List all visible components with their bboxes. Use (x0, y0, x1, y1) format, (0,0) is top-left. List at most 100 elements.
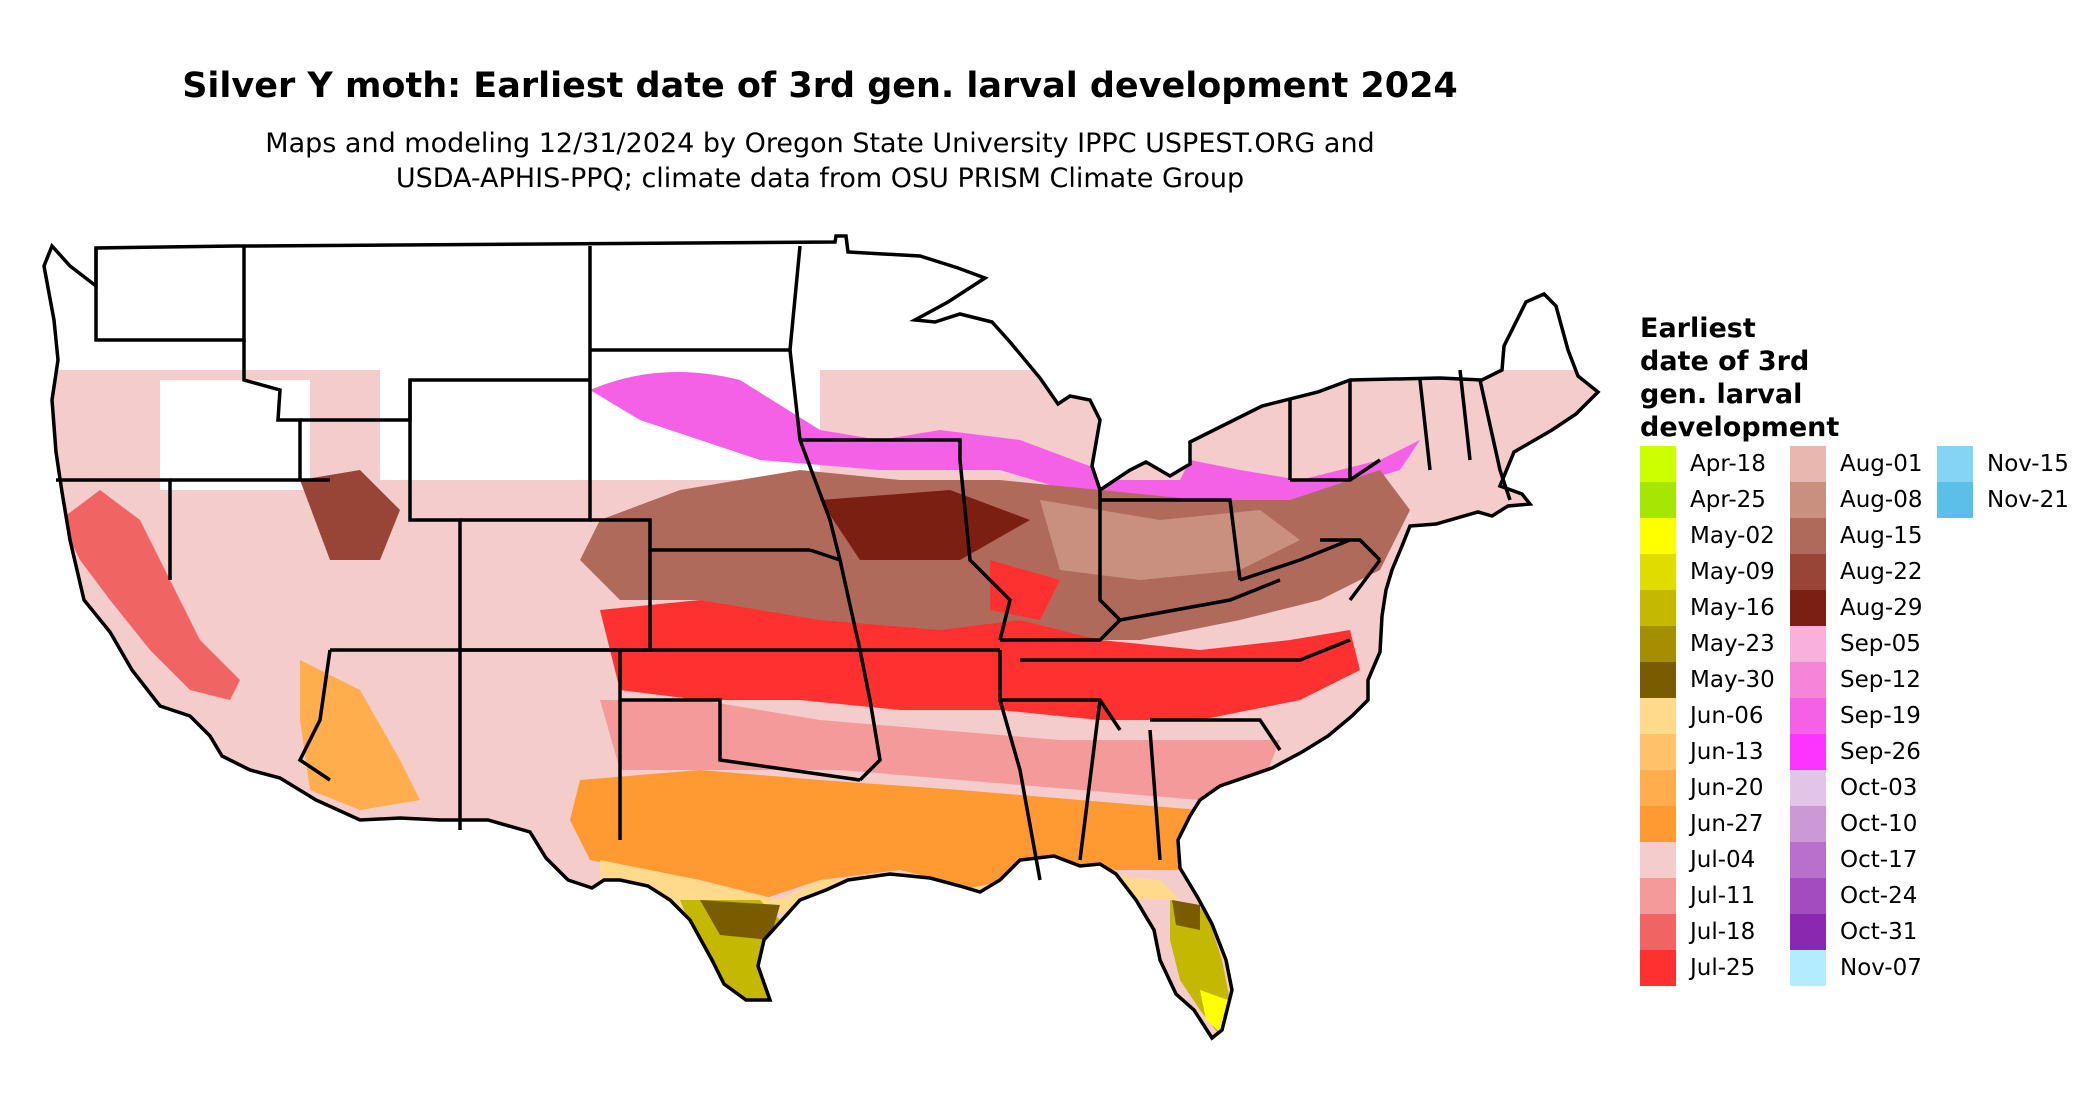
legend-label: Aug-01 (1840, 451, 1923, 477)
legend-item: Oct-10 (1790, 806, 1917, 842)
legend-swatch (1790, 770, 1826, 806)
legend-swatch (1640, 914, 1676, 950)
legend-label: Sep-12 (1840, 667, 1921, 693)
legend-item: Aug-15 (1790, 518, 1922, 554)
legend-title-line: Earliest (1640, 313, 1756, 344)
legend-item: Nov-07 (1790, 950, 1922, 986)
legend-label: May-09 (1690, 559, 1775, 585)
legend-label: May-23 (1690, 631, 1775, 657)
us-degree-day-map (42, 234, 1600, 1040)
legend-label: Oct-24 (1840, 883, 1918, 909)
legend-item: Sep-12 (1790, 662, 1921, 698)
legend-item: Oct-24 (1790, 878, 1917, 914)
legend-item: Jun-20 (1640, 770, 1764, 806)
legend-swatch (1937, 482, 1973, 518)
legend-swatch (1640, 626, 1676, 662)
legend-label: Jul-25 (1690, 955, 1756, 981)
legend-swatch (1640, 662, 1676, 698)
legend-item: May-09 (1640, 554, 1775, 590)
legend-label: Oct-10 (1840, 811, 1918, 837)
legend-swatch (1790, 914, 1826, 950)
legend-swatch (1790, 590, 1826, 626)
legend-item: Apr-18 (1640, 446, 1766, 482)
legend-item: Jul-04 (1640, 842, 1755, 878)
legend-title-line: development (1640, 412, 1840, 443)
legend-item: Oct-03 (1790, 770, 1917, 806)
legend-item: Apr-25 (1640, 482, 1766, 518)
legend-item: May-02 (1640, 518, 1775, 554)
map-title: Silver Y moth: Earliest date of 3rd gen.… (182, 66, 1458, 106)
legend-swatch (1640, 842, 1676, 878)
map-subtitle-line-2: USDA-APHIS-PPQ; climate data from OSU PR… (395, 163, 1245, 194)
legend-label: Jul-18 (1690, 919, 1756, 945)
legend-label: Apr-25 (1690, 487, 1766, 513)
legend-label: Jun-13 (1690, 739, 1764, 765)
legend-item: May-30 (1640, 662, 1775, 698)
legend-item: Sep-19 (1790, 698, 1921, 734)
legend-swatch (1640, 770, 1676, 806)
legend-label: Jun-27 (1690, 811, 1764, 837)
legend-item: Nov-21 (1937, 482, 2069, 518)
legend-label: Aug-15 (1840, 523, 1923, 549)
legend-label: Jun-06 (1690, 703, 1764, 729)
legend-title-line: gen. larval (1640, 379, 1803, 410)
legend-item: Jun-06 (1640, 698, 1764, 734)
legend-swatch (1640, 878, 1676, 914)
legend-label: Apr-18 (1690, 451, 1766, 477)
legend-item: Jun-27 (1640, 806, 1764, 842)
legend-swatch (1790, 446, 1826, 482)
legend-label: Nov-15 (1987, 451, 2069, 477)
legend-swatch (1640, 698, 1676, 734)
legend-item: Jul-18 (1640, 914, 1755, 950)
legend-item: Jul-11 (1640, 878, 1755, 914)
legend-item: Aug-08 (1790, 482, 1922, 518)
legend-item: May-16 (1640, 590, 1775, 626)
legend-label: Jun-20 (1690, 775, 1764, 801)
legend-label: Nov-07 (1840, 955, 1922, 981)
legend-title-line: date of 3rd (1640, 346, 1810, 377)
legend-swatch (1640, 518, 1676, 554)
legend-label: Aug-08 (1840, 487, 1923, 513)
legend-label: Sep-19 (1840, 703, 1921, 729)
legend-item: Aug-29 (1790, 590, 1922, 626)
map-raster (44, 236, 1598, 1038)
legend-item: Oct-17 (1790, 842, 1917, 878)
legend-label: Sep-05 (1840, 631, 1921, 657)
legend-swatch (1640, 950, 1676, 986)
legend-label: Sep-26 (1840, 739, 1921, 765)
legend-swatch (1790, 662, 1826, 698)
legend-swatch (1640, 806, 1676, 842)
legend-swatch (1640, 482, 1676, 518)
legend-item: Nov-15 (1937, 446, 2069, 482)
legend-item: Oct-31 (1790, 914, 1917, 950)
legend-label: Nov-21 (1987, 487, 2069, 513)
legend-label: Jul-11 (1690, 883, 1756, 909)
legend-swatch (1640, 446, 1676, 482)
legend-label: Oct-17 (1840, 847, 1918, 873)
map-subtitle-line-1: Maps and modeling 12/31/2024 by Oregon S… (265, 128, 1375, 159)
legend-label: May-02 (1690, 523, 1775, 549)
legend-item: Aug-22 (1790, 554, 1922, 590)
legend-label: May-30 (1690, 667, 1775, 693)
legend-swatch (1790, 950, 1826, 986)
legend-label: Aug-29 (1840, 595, 1923, 621)
legend-item: Jun-13 (1640, 734, 1764, 770)
legend-swatch (1790, 734, 1826, 770)
legend-swatch (1640, 734, 1676, 770)
state-boundaries (42, 234, 1600, 1040)
legend-item: Jul-25 (1640, 950, 1755, 986)
legend-item: Sep-05 (1790, 626, 1921, 662)
legend-item: May-23 (1640, 626, 1775, 662)
legend-swatch (1790, 842, 1826, 878)
legend-swatch (1937, 446, 1973, 482)
legend-title: Earliest date of 3rd gen. larval develop… (1640, 312, 1900, 444)
legend-swatch (1790, 554, 1826, 590)
legend-label: Oct-03 (1840, 775, 1918, 801)
legend-swatch (1790, 806, 1826, 842)
legend-item: Aug-01 (1790, 446, 1922, 482)
legend-swatch (1790, 482, 1826, 518)
legend-label: Aug-22 (1840, 559, 1923, 585)
legend-item: Sep-26 (1790, 734, 1921, 770)
legend-label: Oct-31 (1840, 919, 1918, 945)
legend-swatch (1790, 518, 1826, 554)
